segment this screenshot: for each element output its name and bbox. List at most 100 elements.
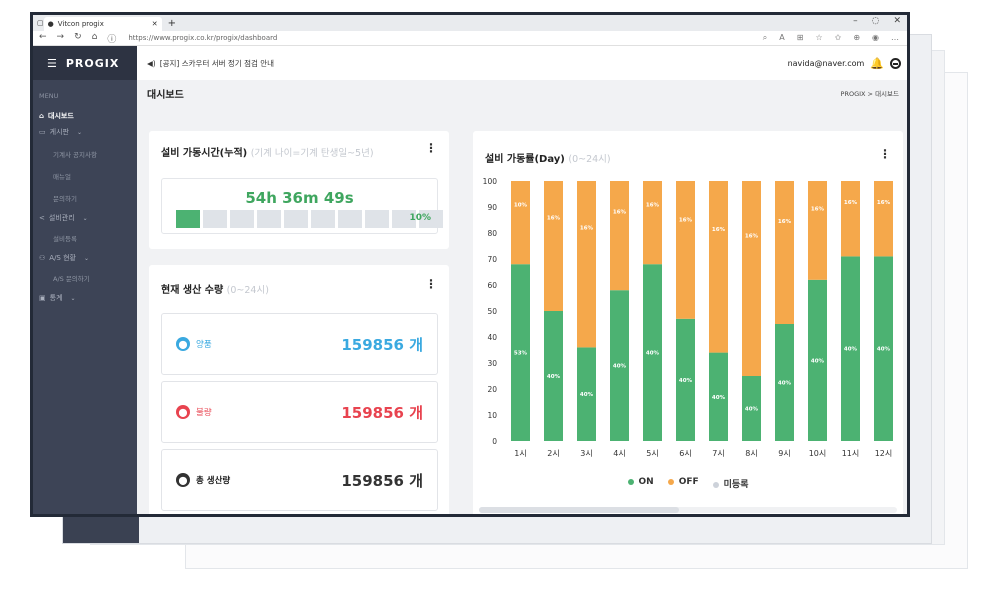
browser-tab[interactable]: ● Vitcon progix ✕: [43, 17, 162, 31]
bar-off: [544, 181, 563, 311]
stat-good: ⬤ 양품 159856 개: [161, 313, 438, 375]
bar-off: [511, 181, 530, 265]
legend-item[interactable]: OFF: [667, 477, 699, 490]
user-email: navida@naver.com: [787, 58, 865, 68]
defect-icon: ⬤: [176, 405, 190, 419]
progress-segment: [284, 210, 308, 228]
uptime-time: 54h 36m 49s: [245, 189, 354, 207]
kebab-menu-icon[interactable]: ⋮: [879, 147, 891, 161]
sidebar-sub-equipment-register[interactable]: 설비등록: [53, 235, 77, 243]
notice-text[interactable]: [공지] 스카우터 서버 정기 점검 안내: [159, 58, 275, 68]
forward-icon[interactable]: →: [56, 31, 65, 42]
good-icon: ⬤: [176, 337, 190, 351]
new-tab-icon[interactable]: +: [167, 17, 177, 29]
bar-off: [709, 181, 728, 353]
bar-off: [742, 181, 761, 376]
sidebar-sub-as-inquiry[interactable]: A/S 문의하기: [53, 275, 90, 283]
sidebar-sub-manual[interactable]: 매뉴얼: [53, 173, 71, 181]
bar-label-on: 40%: [745, 407, 759, 413]
refresh-icon[interactable]: ↻: [74, 31, 82, 42]
bar-label-on: 40%: [613, 364, 627, 370]
tab-close-icon[interactable]: ✕: [151, 20, 158, 28]
hamburger-icon[interactable]: ☰: [47, 56, 58, 70]
progress-segment: [176, 210, 200, 228]
bar-off: [577, 181, 596, 348]
bar-on: [544, 311, 563, 441]
chart-legend: ON OFF 미등록: [473, 477, 903, 490]
user-icon[interactable]: [890, 57, 901, 69]
stat-good-value: 159856 개: [341, 335, 423, 354]
sidebar-item-stats[interactable]: ▣ 통계 ⌄: [39, 294, 76, 302]
sidebar-sub-notice[interactable]: 기계사 공지사항: [53, 151, 97, 159]
sidebar-sub-inquiry[interactable]: 문의하기: [53, 195, 77, 203]
scrollbar-thumb[interactable]: [479, 507, 679, 513]
bar-label-on: 40%: [547, 374, 561, 380]
window-menu-icon[interactable]: ▢: [37, 19, 44, 27]
sidebar-item-board[interactable]: ▭ 게시판 ⌄: [39, 128, 82, 136]
board-icon: ▭: [39, 128, 46, 136]
uptime-card-title: 설비 가동시간(누적) (기계 나이=기계 탄생일~5년): [161, 148, 374, 159]
sidebar-item-equipment[interactable]: < 설비관리 ⌄: [39, 214, 88, 222]
apps-icon[interactable]: ⊞: [796, 33, 804, 42]
legend-item[interactable]: 미등록: [712, 477, 748, 490]
share-icon: <: [39, 214, 45, 222]
bar-label-on: 40%: [778, 381, 792, 387]
legend-item[interactable]: ON: [627, 477, 654, 490]
favorites-list-icon[interactable]: ✩: [834, 33, 842, 42]
progress-segment: [311, 210, 335, 228]
minimize-icon[interactable]: –: [853, 16, 858, 26]
y-tick-label: 10: [487, 411, 497, 420]
logo[interactable]: ☰ PROGIX: [33, 46, 137, 80]
read-aloud-icon[interactable]: A: [779, 33, 785, 42]
x-tick-label: 7시: [712, 449, 724, 458]
bar-off: [874, 181, 893, 257]
favicon-icon: ●: [47, 20, 54, 28]
kebab-menu-icon[interactable]: ⋮: [425, 141, 437, 155]
bar-on: [610, 290, 629, 441]
sidebar-item-as-status[interactable]: ⚇ A/S 현황 ⌄: [39, 254, 90, 262]
zoom-icon[interactable]: ⌕: [762, 33, 768, 42]
production-card: 현재 생산 수량 (0~24시) ⋮ ⬤ 양품 159856 개 ⬤ 불량 15…: [149, 265, 449, 514]
bar-label-on: 40%: [811, 358, 825, 364]
stat-defect-value: 159856 개: [341, 403, 423, 422]
bar-label-off: 16%: [613, 210, 627, 216]
progress-segment: [338, 210, 362, 228]
info-icon[interactable]: ⓘ: [107, 34, 117, 45]
home-nav-icon[interactable]: ⌂: [91, 31, 98, 42]
y-tick-label: 0: [492, 437, 497, 446]
bar-label-on: 53%: [514, 351, 528, 357]
favorite-icon[interactable]: ☆: [815, 33, 823, 42]
production-card-title: 현재 생산 수량 (0~24시): [161, 285, 269, 296]
bar-label-off: 16%: [745, 234, 759, 240]
profile-icon[interactable]: ◉: [872, 33, 879, 42]
sidebar-item-dashboard[interactable]: ⌂ 대시보드: [39, 112, 74, 120]
tab-title: Vitcon progix: [57, 20, 104, 28]
x-tick-label: 12시: [875, 449, 893, 458]
maximize-icon[interactable]: ◌: [871, 16, 880, 26]
bar-on: [709, 352, 728, 441]
breadcrumb: PROGIX > 대시보드: [840, 90, 899, 98]
x-tick-label: 4시: [613, 449, 625, 458]
bar-on: [808, 279, 827, 441]
url-field[interactable]: https://www.progix.co.kr/progix/dashboar…: [128, 34, 278, 42]
stat-total-value: 159856 개: [341, 471, 423, 490]
horizontal-scrollbar[interactable]: [479, 507, 897, 513]
chevron-down-icon: ⌄: [76, 128, 82, 136]
stat-defect-label: 불량: [196, 408, 212, 418]
bar-label-on: 40%: [646, 351, 660, 357]
back-icon[interactable]: ←: [39, 31, 47, 42]
main-content: ◀) [공지] 스카우터 서버 정기 점검 안내 navida@naver.co…: [137, 46, 907, 514]
utilization-chart-card: 설비 가동률(Day) (0~24시) ⋮ 0 10 20 30 40 50 60 70 80 9…: [473, 131, 903, 514]
bell-icon[interactable]: 🔔: [870, 56, 884, 70]
app-root: ☰ PROGIX MENU ⌂ 대시보드 ▭ 게시판 ⌄ 기계사 공지사항 매뉴얼 문…: [33, 46, 907, 514]
bar-label-on: 40%: [679, 378, 693, 384]
more-icon[interactable]: …: [891, 33, 899, 42]
stat-total-label: 총 생산량: [196, 476, 231, 486]
chart-card-subtitle: (0~24시): [568, 154, 611, 165]
bar-on: [511, 264, 530, 441]
kebab-menu-icon[interactable]: ⋮: [425, 277, 437, 291]
x-tick-label: 9시: [778, 449, 790, 458]
close-window-icon[interactable]: ✕: [893, 16, 901, 26]
bar-label-off: 16%: [778, 219, 792, 225]
collections-icon[interactable]: ⊕: [853, 33, 861, 42]
